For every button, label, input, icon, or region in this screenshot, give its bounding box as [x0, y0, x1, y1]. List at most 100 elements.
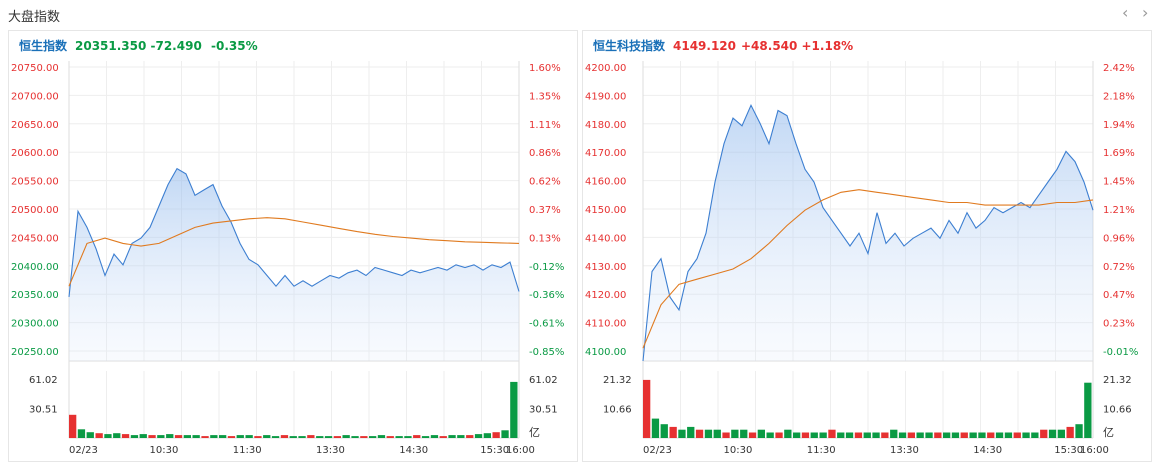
volume-bar: [757, 429, 765, 438]
y-tick-label-pct: 0.47%: [1103, 290, 1135, 301]
volume-bar: [713, 429, 721, 438]
volume-unit: 亿: [529, 426, 540, 439]
volume-bar: [254, 436, 262, 438]
index-name: 恒生指数: [19, 38, 68, 53]
volume-bar: [793, 432, 801, 438]
volume-tick-label: 61.02: [29, 375, 58, 386]
volume-bar: [731, 429, 739, 438]
y-tick-label-pct: 1.94%: [1103, 120, 1135, 131]
y-tick-label: 20700.00: [11, 91, 59, 102]
volume-bar: [492, 432, 500, 438]
volume-bar: [987, 432, 995, 438]
volume-bar: [881, 432, 889, 438]
y-tick-label: 4140.00: [585, 233, 626, 244]
volume-bar: [828, 429, 836, 438]
y-tick-label-pct: 1.11%: [529, 120, 561, 131]
volume-bar: [660, 424, 668, 438]
volume-bar: [722, 432, 730, 438]
y-tick-label-pct: -0.36%: [529, 290, 564, 301]
volume-tick-label-right: 21.32: [1103, 375, 1132, 386]
volume-bar: [342, 435, 350, 438]
y-tick-label-pct: 0.13%: [529, 233, 561, 244]
time-axis-label: 13:30: [890, 445, 919, 456]
volume-bar: [130, 435, 139, 438]
volume-bar: [113, 433, 121, 438]
volume-bar: [1004, 432, 1013, 438]
y-tick-label-pct: -0.85%: [529, 347, 564, 358]
volume-bar: [678, 429, 686, 438]
y-tick-label: 4200.00: [585, 63, 626, 74]
volume-bar: [1013, 432, 1021, 438]
index-change-pct: +1.18%: [802, 39, 854, 53]
volume-bar: [439, 436, 447, 438]
volume-bar: [466, 435, 474, 438]
volume-bar: [69, 414, 77, 438]
time-axis-label: 14:30: [973, 445, 1002, 456]
volume-bar: [925, 432, 933, 438]
chart-panel-hsi[interactable]: 恒生指数 20351.350 -72.490 -0.35% 20750.00 1.60% 2…: [8, 30, 578, 462]
index-price: 20351.350: [75, 39, 146, 53]
y-tick-label-pct: 1.45%: [1103, 177, 1135, 188]
index-chart-svg: 恒生科技指数 4149.120 +48.540 +1.18% 4200.00 2.42% 4…: [585, 38, 1138, 456]
y-tick-label: 4130.00: [585, 262, 626, 273]
volume-tick-label: 21.32: [603, 375, 632, 386]
volume-bar: [236, 435, 244, 438]
volume-bar: [377, 435, 386, 438]
y-tick-label-pct: 0.86%: [529, 148, 561, 159]
volume-bar: [245, 435, 253, 438]
time-axis-label: 14:30: [399, 445, 428, 456]
time-axis-label: 16:00: [1080, 445, 1109, 456]
volume-bar: [457, 435, 465, 438]
volume-bar: [430, 435, 439, 438]
price-area: [69, 168, 519, 361]
index-price: 4149.120: [673, 39, 736, 53]
volume-bar: [1048, 429, 1057, 438]
volume-bar: [687, 426, 695, 438]
volume-bar: [139, 434, 147, 438]
time-axis-label: 02/23: [643, 445, 672, 456]
volume-bar: [86, 432, 94, 438]
y-tick-label: 20600.00: [11, 148, 59, 159]
volume-bar: [969, 432, 977, 438]
chart-panel-hstech[interactable]: 恒生科技指数 4149.120 +48.540 +1.18% 4200.00 2.42% 4…: [582, 30, 1152, 462]
time-axis-label: 15:30: [1054, 445, 1083, 456]
y-tick-label: 20450.00: [11, 233, 59, 244]
volume-bar: [369, 436, 377, 438]
y-tick-label-pct: -0.61%: [529, 319, 564, 330]
price-area: [643, 105, 1093, 361]
volume-bar: [1066, 426, 1074, 438]
chevron-left-icon[interactable]: ‹: [1122, 3, 1129, 22]
volume-bar: [872, 432, 880, 438]
volume-bar: [448, 435, 456, 438]
y-tick-label: 20750.00: [11, 63, 59, 74]
volume-bar: [669, 426, 677, 438]
volume-bar: [890, 429, 898, 438]
volume-tick-label-right: 61.02: [529, 375, 558, 386]
volume-bar: [121, 434, 130, 438]
volume-bar: [483, 433, 491, 438]
volume-bar: [995, 432, 1004, 438]
volume-bar: [227, 436, 236, 438]
y-tick-label: 4180.00: [585, 120, 626, 131]
volume-bar: [413, 435, 421, 438]
volume-bar: [819, 432, 827, 438]
y-tick-label: 4110.00: [585, 319, 626, 330]
chevron-right-icon[interactable]: ›: [1142, 3, 1149, 22]
price-line: [642, 104, 1094, 362]
volume-bar: [810, 432, 818, 438]
time-axis-label: 15:30: [480, 445, 509, 456]
volume-bar: [201, 436, 209, 438]
volume-bar: [148, 435, 156, 438]
volume-tick-label: 30.51: [29, 405, 58, 416]
volume-bar: [951, 432, 960, 438]
volume-bar: [324, 436, 333, 438]
y-tick-label: 20500.00: [11, 205, 59, 216]
index-name: 恒生科技指数: [593, 38, 666, 53]
y-tick-label-pct: -0.01%: [1103, 347, 1138, 358]
volume-bar: [1031, 432, 1039, 438]
volume-bar: [298, 436, 306, 438]
volume-bar: [421, 436, 430, 438]
volume-bar: [271, 436, 280, 438]
y-tick-label: 20650.00: [11, 120, 59, 131]
volume-bar: [95, 433, 103, 438]
